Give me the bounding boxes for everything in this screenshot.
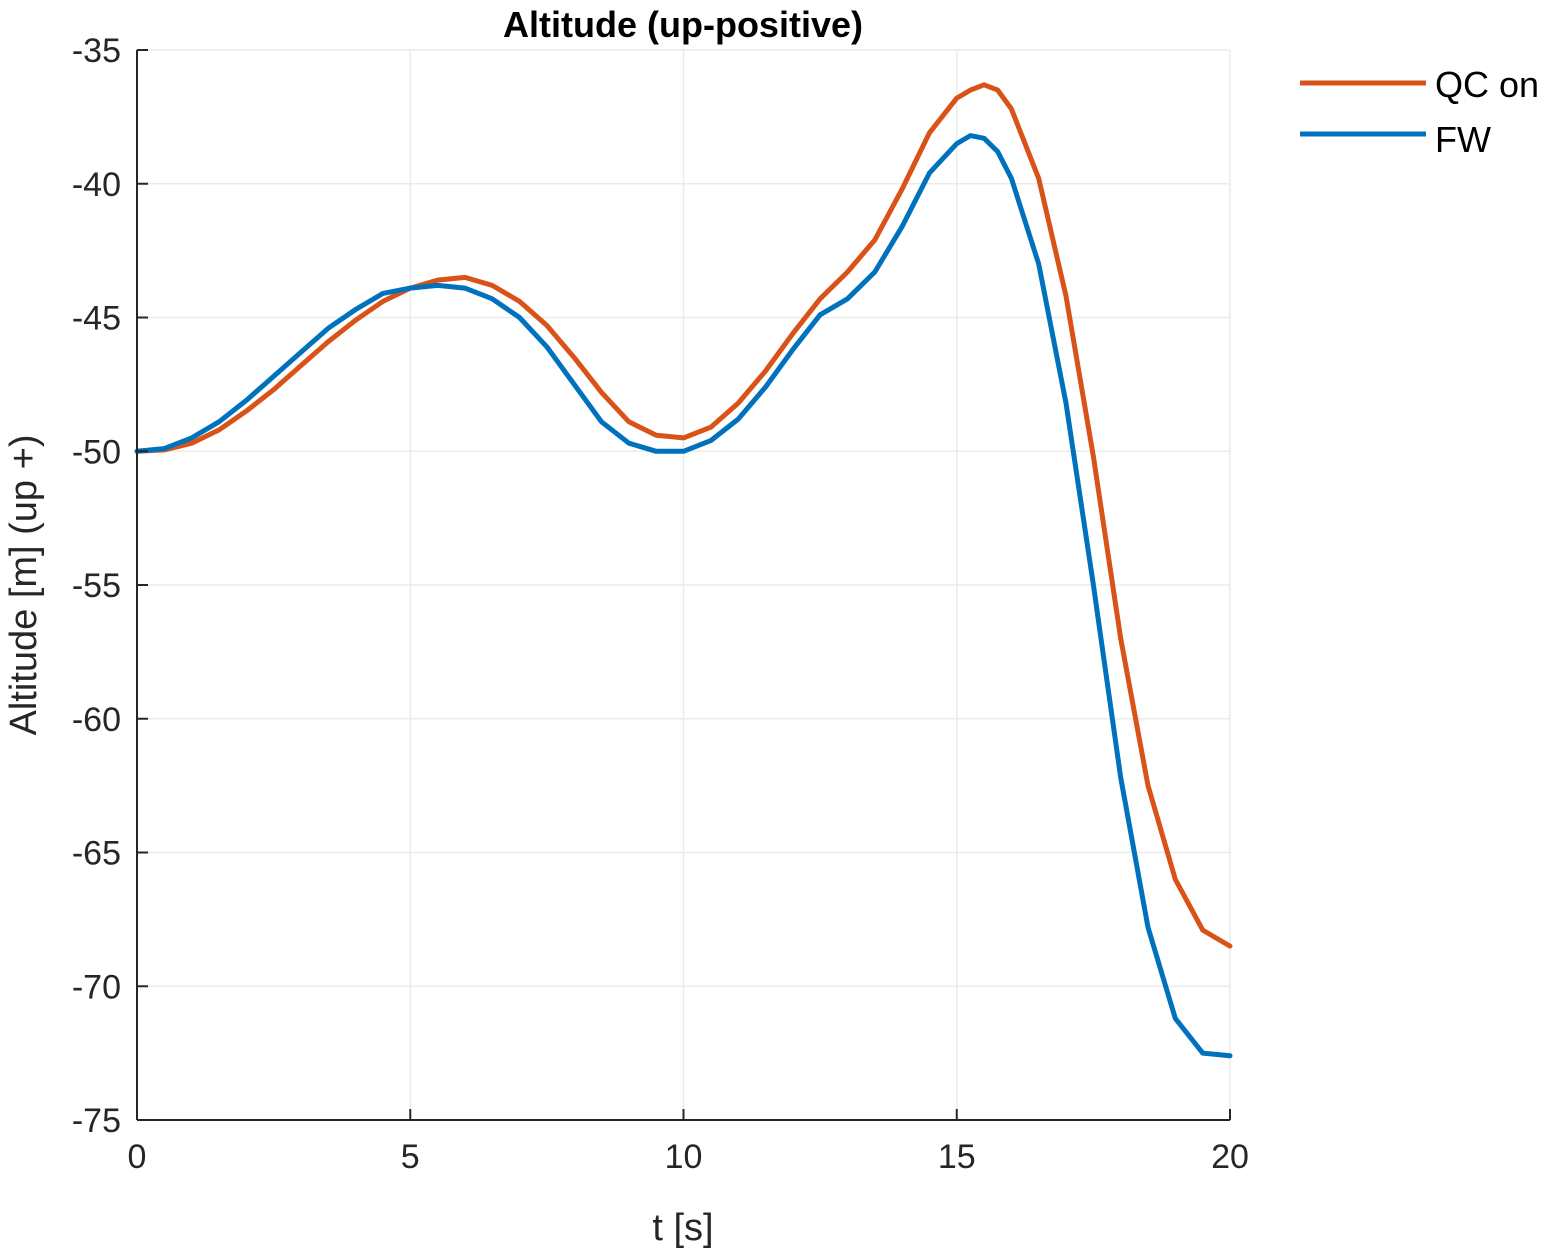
y-tick-label: -65	[72, 835, 121, 873]
legend-label-fw: FW	[1435, 119, 1491, 160]
series-group	[134, 82, 1233, 1059]
y-axis-label: Altitude [m] (up +)	[3, 435, 45, 736]
series-line-qc-on	[134, 82, 1233, 949]
y-tick-label: -60	[72, 701, 121, 739]
x-tick-label: 15	[938, 1138, 976, 1176]
y-tick-label: -45	[72, 300, 121, 338]
x-tick-label: 5	[401, 1138, 420, 1176]
x-tick-label: 0	[128, 1138, 147, 1176]
x-tick-label: 10	[665, 1138, 703, 1176]
legend: QC on FW	[1300, 64, 1539, 160]
legend-label-qc-on: QC on	[1435, 64, 1539, 105]
series-line-fw	[134, 133, 1233, 1059]
chart-title: Altitude (up-positive)	[503, 4, 863, 45]
y-tick-label: -55	[72, 567, 121, 605]
ticks: 0 5 10 15 20 -35 -40 -45 -50 -55 -60 -65 -70 -75	[72, 32, 1249, 1176]
x-axis-label: t [s]	[652, 1207, 713, 1249]
y-tick-label: -35	[72, 32, 121, 70]
y-tick-label: -50	[72, 433, 121, 471]
y-tick-label: -40	[72, 166, 121, 204]
y-tick-label: -75	[72, 1102, 121, 1140]
y-tick-label: -70	[72, 968, 121, 1006]
x-tick-label: 20	[1211, 1138, 1249, 1176]
